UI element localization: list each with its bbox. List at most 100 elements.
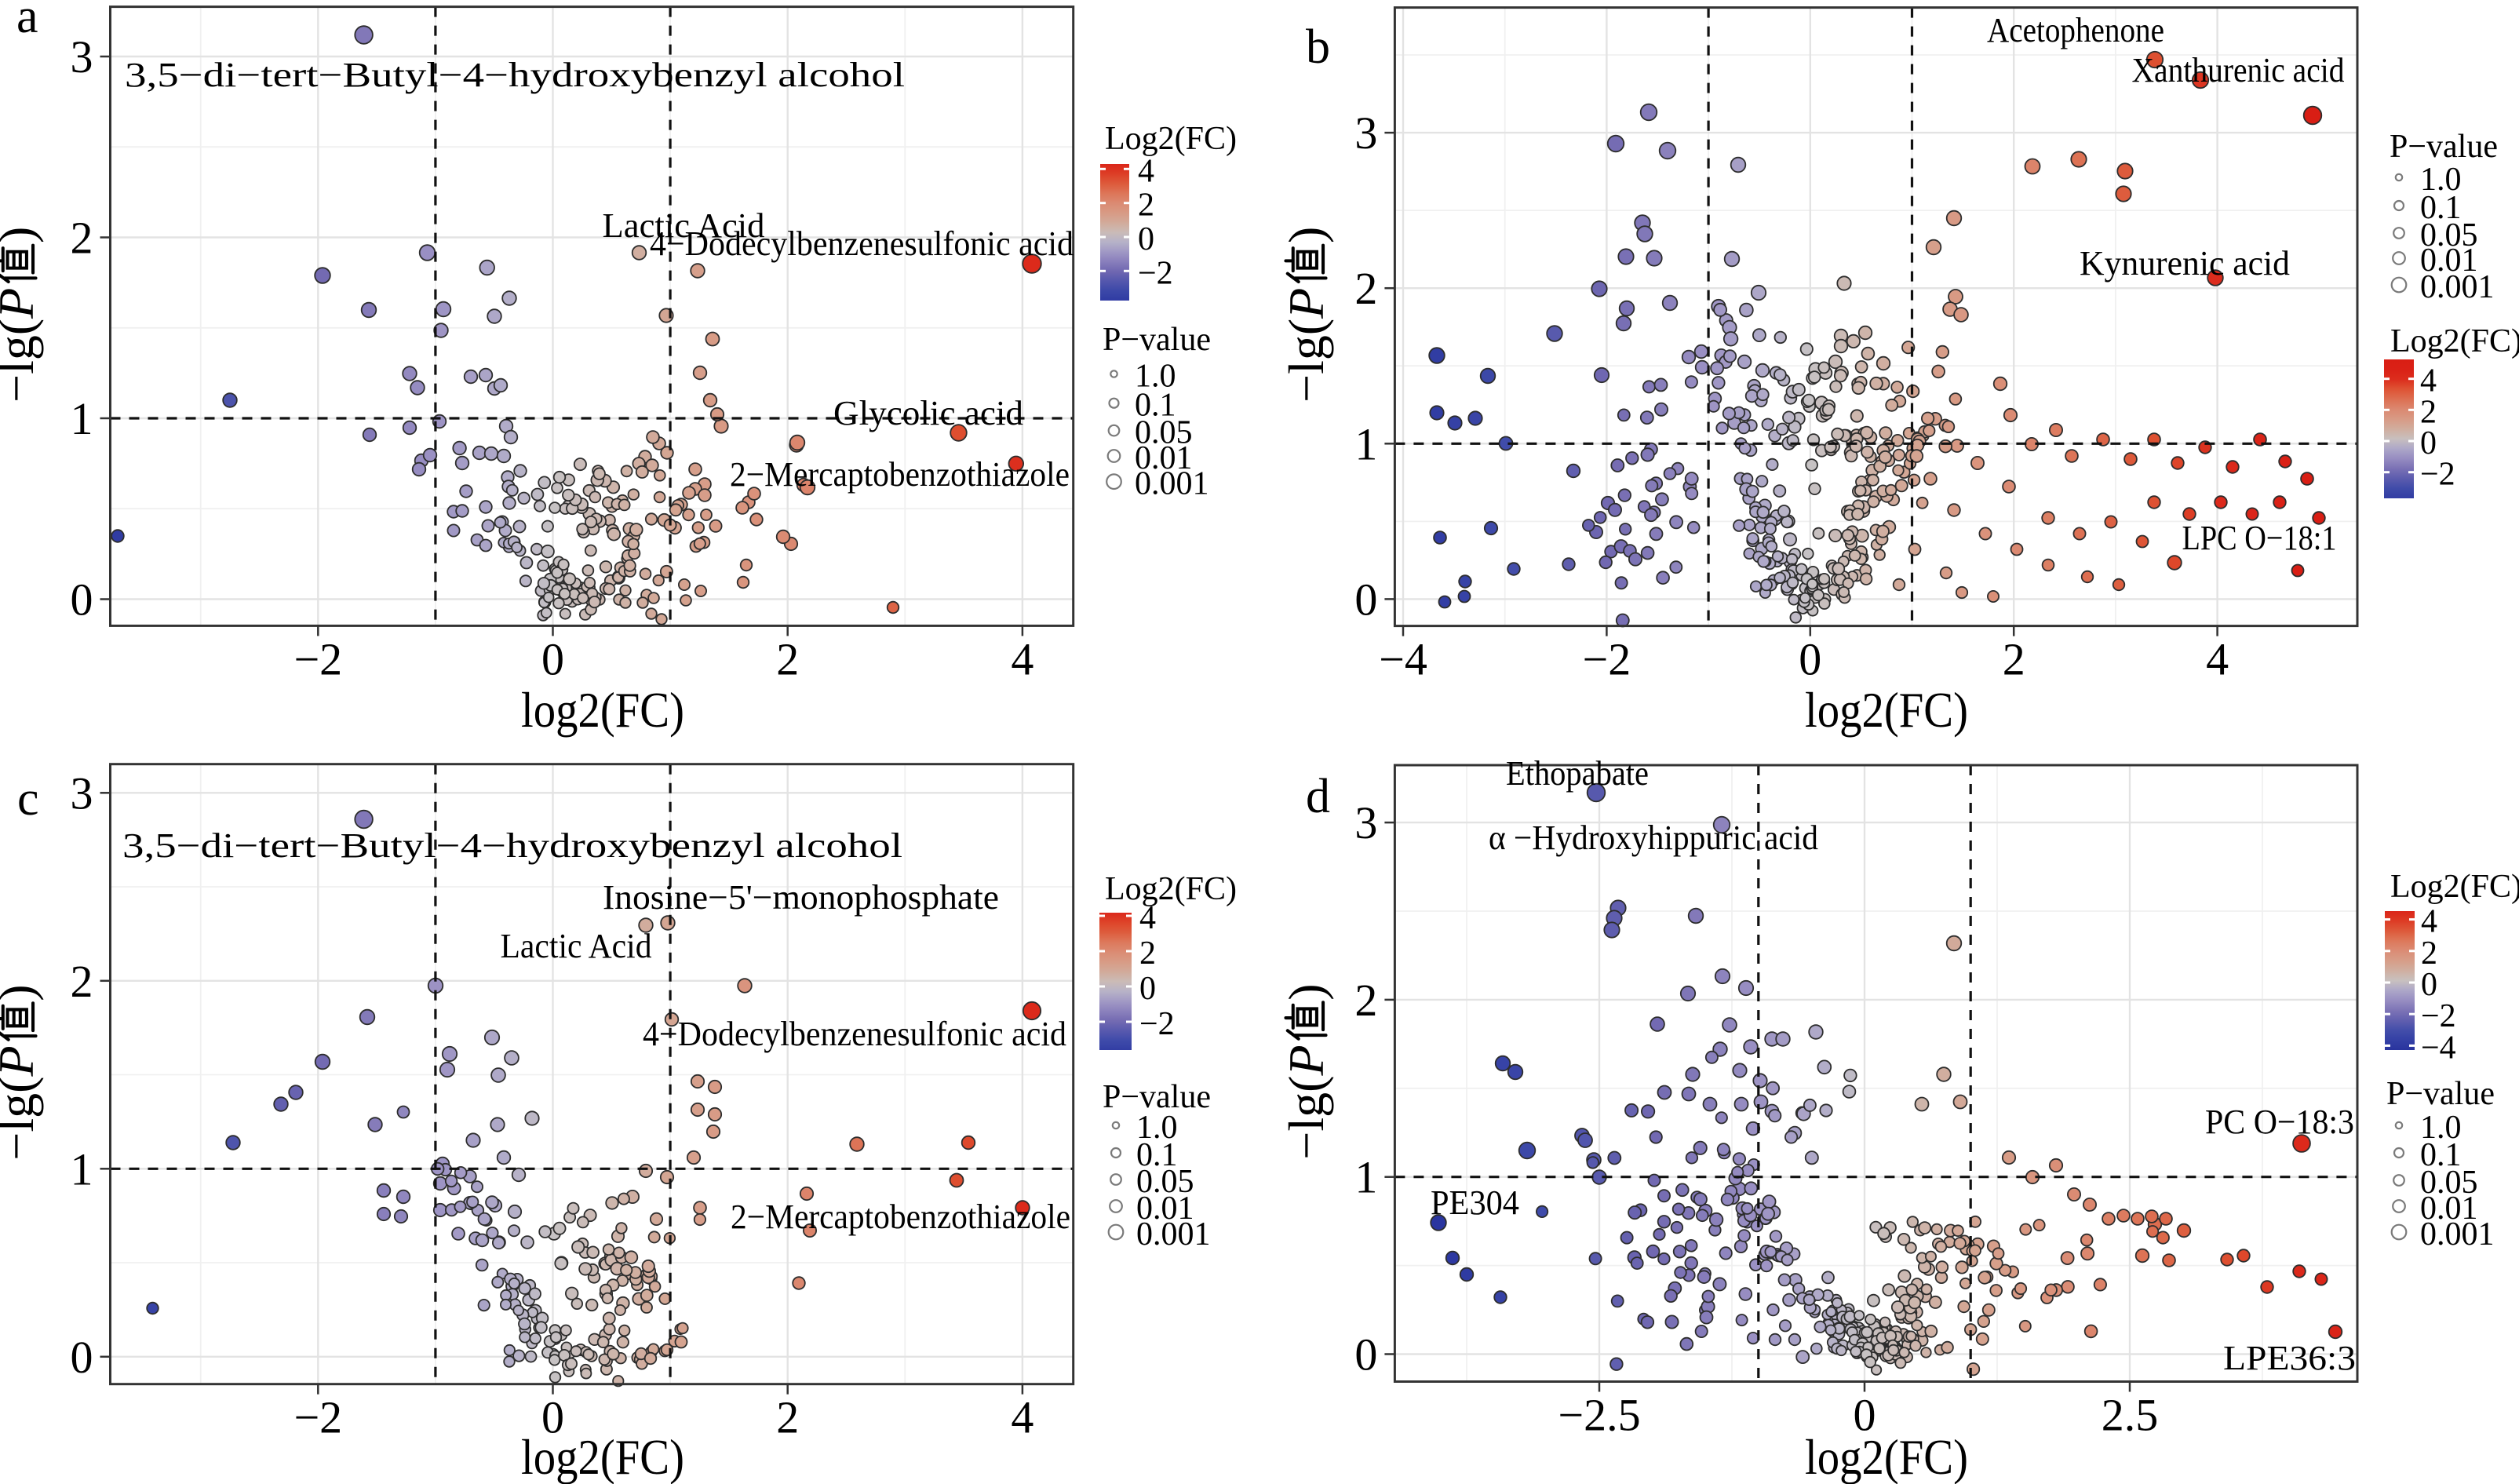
svg-text:P−value: P−value bbox=[1103, 1079, 1211, 1115]
svg-text:−lg(P: −lg(P bbox=[1278, 288, 1334, 403]
svg-text:2.5: 2.5 bbox=[2102, 1390, 2159, 1441]
svg-text:0.1: 0.1 bbox=[2420, 1137, 2462, 1173]
svg-text:0: 0 bbox=[541, 1392, 564, 1443]
svg-text:0.05: 0.05 bbox=[2420, 1165, 2478, 1201]
svg-text:−2: −2 bbox=[1139, 1006, 1175, 1042]
svg-text:0: 0 bbox=[1138, 221, 1154, 257]
svg-text:b: b bbox=[1306, 20, 1330, 74]
svg-text:1: 1 bbox=[71, 393, 93, 444]
svg-text:2: 2 bbox=[2420, 394, 2437, 430]
svg-text:4: 4 bbox=[1138, 153, 1154, 189]
svg-text:Kynurenic acid: Kynurenic acid bbox=[2080, 244, 2290, 283]
svg-text:0: 0 bbox=[71, 574, 93, 625]
svg-text:2: 2 bbox=[1138, 188, 1154, 224]
svg-text:1.0: 1.0 bbox=[2420, 162, 2462, 198]
svg-text:1.0: 1.0 bbox=[2420, 1110, 2462, 1146]
svg-text:0.05: 0.05 bbox=[2420, 217, 2478, 253]
svg-text:0: 0 bbox=[1354, 1329, 1377, 1380]
svg-text:1: 1 bbox=[1354, 1152, 1377, 1203]
svg-text:2−Mercaptobenzothiazole: 2−Mercaptobenzothiazole bbox=[730, 455, 1070, 494]
svg-text:1: 1 bbox=[1354, 418, 1377, 469]
svg-text:4−Dodecylbenzenesulfonic acid: 4−Dodecylbenzenesulfonic acid bbox=[643, 1015, 1066, 1053]
svg-text:4: 4 bbox=[1011, 633, 1033, 684]
svg-text:−lg(P: −lg(P bbox=[0, 1045, 44, 1160]
svg-text:−2: −2 bbox=[1583, 634, 1631, 685]
svg-text:−2.5: −2.5 bbox=[1558, 1390, 1640, 1441]
svg-text:−2: −2 bbox=[293, 633, 342, 684]
svg-text:0.001: 0.001 bbox=[1135, 466, 1209, 502]
svg-text:2: 2 bbox=[2421, 935, 2437, 972]
svg-text:P−value: P−value bbox=[2386, 1076, 2495, 1112]
svg-text:): ) bbox=[0, 984, 44, 1001]
svg-text:3,5−di−tert−Butyl−4−hydroxyben: 3,5−di−tert−Butyl−4−hydroxybenzyl alcoho… bbox=[125, 56, 905, 94]
svg-text:−4: −4 bbox=[1379, 634, 1427, 685]
svg-text:−lg(P: −lg(P bbox=[0, 288, 44, 403]
svg-text:−lg(P: −lg(P bbox=[1278, 1045, 1334, 1159]
svg-text:0.1: 0.1 bbox=[2420, 190, 2462, 226]
svg-text:0.1: 0.1 bbox=[1136, 1137, 1178, 1173]
svg-text:3: 3 bbox=[1354, 797, 1377, 848]
svg-text:Glycolic acid: Glycolic acid bbox=[833, 394, 1023, 432]
svg-text:0: 0 bbox=[2421, 967, 2437, 1003]
svg-text:0.001: 0.001 bbox=[2420, 1216, 2495, 1252]
svg-text:3: 3 bbox=[71, 768, 93, 819]
svg-text:Log2(FC): Log2(FC) bbox=[2390, 869, 2519, 905]
svg-text:Inosine−5'−monophosphate: Inosine−5'−monophosphate bbox=[603, 878, 999, 917]
svg-text:Log2(FC): Log2(FC) bbox=[1105, 121, 1237, 157]
svg-text:0.001: 0.001 bbox=[1136, 1216, 1211, 1252]
svg-text:−2: −2 bbox=[1138, 255, 1173, 291]
svg-text:0: 0 bbox=[1799, 634, 1821, 685]
svg-text:0.05: 0.05 bbox=[1136, 1164, 1194, 1200]
svg-text:1: 1 bbox=[71, 1143, 93, 1194]
svg-text:3: 3 bbox=[71, 31, 93, 82]
svg-text:): ) bbox=[0, 227, 44, 243]
svg-text:log2(FC): log2(FC) bbox=[1805, 682, 1968, 738]
svg-text:Xanthurenic acid: Xanthurenic acid bbox=[2132, 51, 2345, 89]
svg-text:4: 4 bbox=[2421, 904, 2437, 940]
svg-text:4: 4 bbox=[2420, 363, 2437, 399]
svg-text:2: 2 bbox=[776, 1392, 799, 1443]
svg-text:0: 0 bbox=[1354, 574, 1377, 625]
svg-text:0.001: 0.001 bbox=[2420, 269, 2495, 305]
svg-text:2: 2 bbox=[776, 633, 799, 684]
svg-text:Log2(FC): Log2(FC) bbox=[2390, 323, 2519, 359]
svg-text:0.1: 0.1 bbox=[1135, 388, 1176, 424]
svg-text:−2: −2 bbox=[293, 1392, 342, 1443]
svg-text:0: 0 bbox=[1139, 971, 1156, 1007]
svg-text:2−Mercaptobenzothiazole: 2−Mercaptobenzothiazole bbox=[731, 1198, 1070, 1236]
svg-text:log2(FC): log2(FC) bbox=[1805, 1429, 1968, 1484]
svg-text:LPE36:3: LPE36:3 bbox=[2223, 1339, 2356, 1377]
svg-text:2: 2 bbox=[71, 213, 93, 264]
svg-text:0.01: 0.01 bbox=[2420, 1190, 2478, 1227]
svg-text:2: 2 bbox=[1354, 263, 1377, 314]
svg-text:P−value: P−value bbox=[2390, 129, 2498, 165]
svg-text:4−Dodecylbenzenesulfonic acid: 4−Dodecylbenzenesulfonic acid bbox=[650, 224, 1074, 263]
svg-text:): ) bbox=[1278, 227, 1334, 243]
svg-text:3: 3 bbox=[1354, 108, 1377, 159]
svg-text:c: c bbox=[17, 772, 39, 826]
svg-text:0.01: 0.01 bbox=[1136, 1190, 1194, 1227]
svg-text:0.01: 0.01 bbox=[1135, 440, 1193, 476]
svg-text:Log2(FC): Log2(FC) bbox=[1105, 871, 1237, 907]
svg-text:0.01: 0.01 bbox=[2420, 242, 2478, 279]
svg-text:−2: −2 bbox=[2421, 998, 2456, 1034]
svg-text:0.05: 0.05 bbox=[1135, 415, 1193, 451]
svg-text:Acetophenone: Acetophenone bbox=[1987, 11, 2164, 49]
svg-text:a: a bbox=[16, 0, 38, 43]
svg-text:0: 0 bbox=[71, 1332, 93, 1383]
svg-text:P−value: P−value bbox=[1103, 322, 1211, 358]
svg-text:0: 0 bbox=[1854, 1390, 1876, 1441]
svg-text:LPC O−18:1: LPC O−18:1 bbox=[2182, 519, 2337, 557]
svg-text:4: 4 bbox=[2206, 634, 2229, 685]
svg-text:2: 2 bbox=[1139, 935, 1156, 972]
svg-text:α −Hydroxyhippuric acid: α −Hydroxyhippuric acid bbox=[1489, 819, 1818, 857]
svg-text:4: 4 bbox=[1011, 1392, 1033, 1443]
svg-text:2: 2 bbox=[71, 956, 93, 1007]
svg-text:4: 4 bbox=[1139, 900, 1156, 936]
svg-text:2: 2 bbox=[2003, 634, 2025, 685]
svg-text:0: 0 bbox=[541, 633, 564, 684]
svg-text:3,5−di−tert−Butyl−4−hydroxyben: 3,5−di−tert−Butyl−4−hydroxybenzyl alcoho… bbox=[122, 826, 902, 865]
svg-text:Lactic Acid: Lactic Acid bbox=[603, 206, 765, 245]
svg-text:): ) bbox=[1278, 983, 1334, 1000]
svg-text:Lactic Acid: Lactic Acid bbox=[501, 927, 652, 965]
